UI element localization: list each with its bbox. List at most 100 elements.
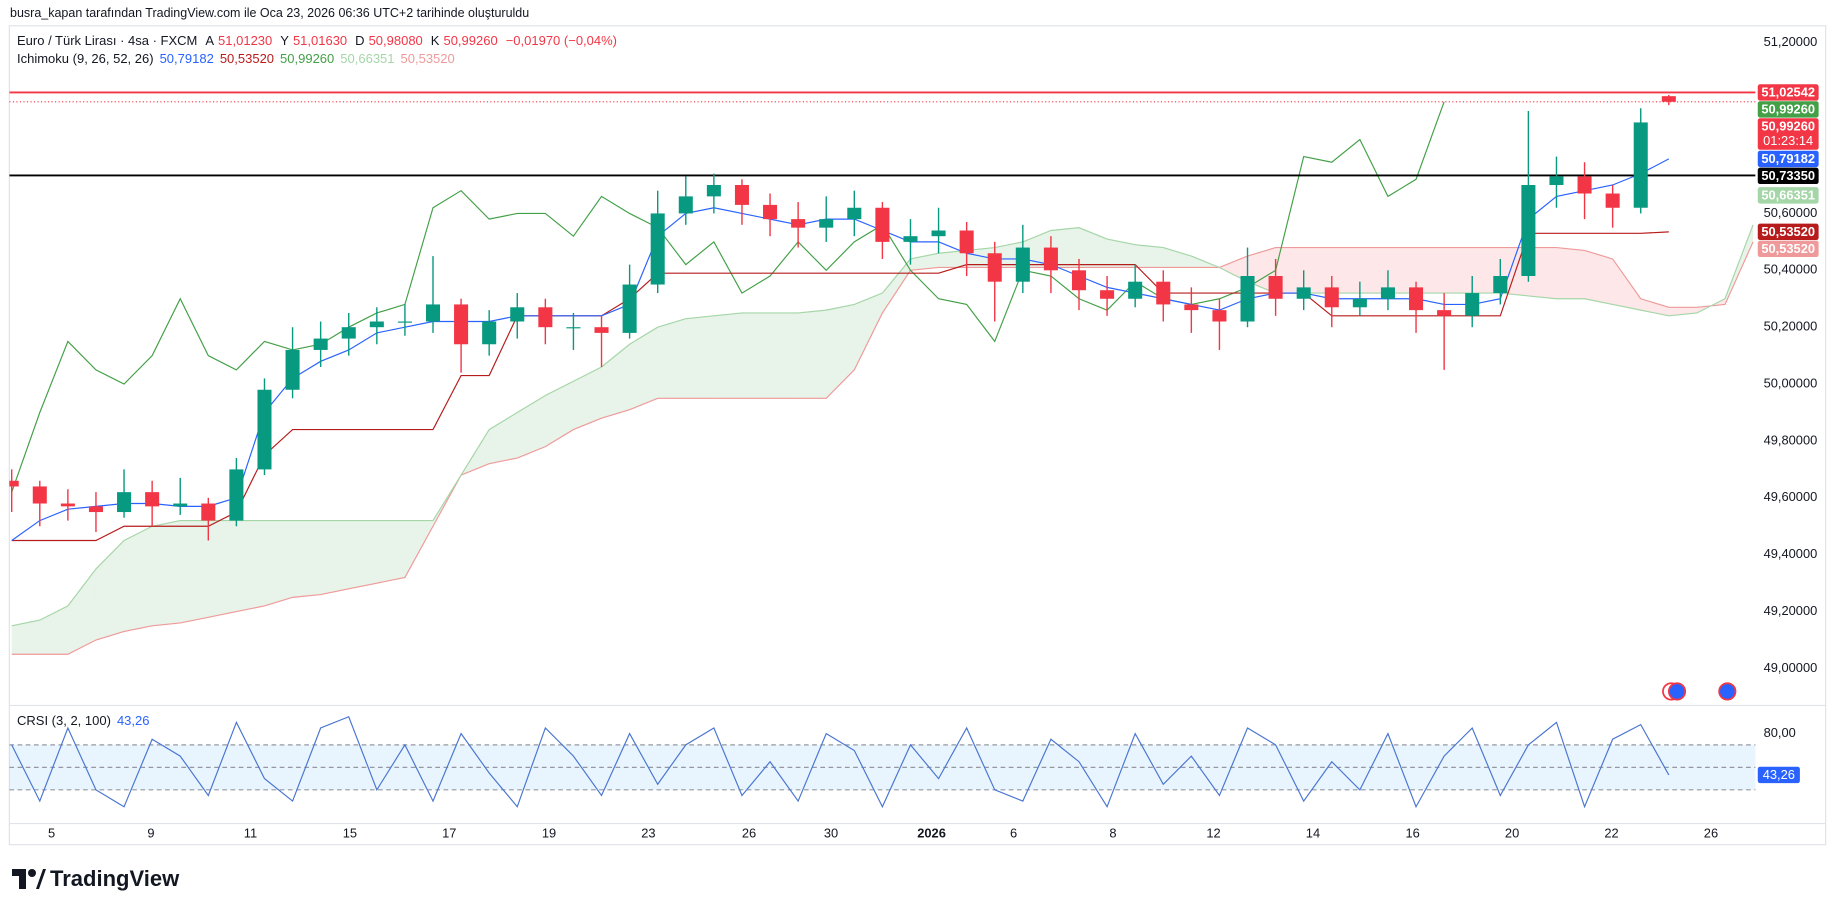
caption-text: busra_kapan tarafından TradingView.com i…	[10, 6, 530, 20]
x-tick-label: 17	[442, 826, 456, 841]
indicator-value: 50,99260	[280, 51, 335, 66]
snapshot-caption: busra_kapan tarafından TradingView.com i…	[10, 6, 529, 20]
ohlc-value: 51,01230	[218, 33, 273, 48]
symbol-legend: Euro / Türk Lirası · 4sa · FXCM A 51,01230…	[17, 33, 617, 48]
crsi-value: 43,26	[116, 713, 150, 728]
cloud-segment	[1612, 258, 1641, 311]
candle-body	[369, 321, 384, 328]
x-tick-label: 26	[742, 826, 756, 841]
cloud-segment	[601, 344, 630, 419]
price-badge-label: 50,79182	[1761, 151, 1815, 166]
candle-body	[173, 503, 188, 507]
event-icon[interactable]	[1667, 682, 1687, 701]
cloud-segment	[1556, 247, 1585, 299]
ichimoku-line	[11, 231, 1669, 542]
cloud-segment	[95, 540, 125, 641]
cloud-segment	[1331, 247, 1360, 294]
cloud-segment	[910, 253, 939, 271]
ohlc-key: D	[355, 33, 365, 48]
candle-body	[847, 207, 862, 220]
cloud-segment	[376, 520, 405, 584]
cloud-segment	[938, 250, 967, 268]
crsi-tick-label: 80,00	[1764, 725, 1796, 740]
cloud-segment	[292, 520, 321, 598]
candle-body	[1380, 287, 1395, 299]
candle-body	[1268, 276, 1283, 299]
cloud-segment	[1444, 247, 1473, 294]
cloud-segment	[1303, 247, 1332, 294]
x-tick-label: 9	[147, 826, 154, 841]
candle-body	[566, 327, 581, 329]
cloud-segment	[39, 605, 68, 655]
candle-body	[1156, 281, 1171, 305]
cloud-segment	[629, 327, 658, 410]
cloud-segment	[798, 310, 827, 399]
price-badge	[1757, 118, 1819, 150]
cloud-segment	[1050, 227, 1079, 268]
x-tick-label: 5	[48, 826, 55, 841]
brand-logo[interactable]: TradingView	[12, 866, 179, 892]
candle-body	[257, 389, 272, 470]
candle-body	[1043, 247, 1058, 271]
candle-body	[313, 338, 328, 350]
price-badge-label: 50,53520	[1761, 241, 1815, 256]
cloud-segment	[770, 312, 799, 399]
candle-body	[229, 469, 244, 521]
x-tick-label: 30	[824, 826, 838, 841]
candle-body	[1521, 184, 1536, 277]
price-badge	[1757, 150, 1819, 168]
cloud-segment	[489, 412, 518, 464]
price-badge-label: 50,53520	[1761, 224, 1815, 239]
cloud-segment	[1359, 247, 1388, 294]
y-tick-label: 49,00000	[1764, 660, 1818, 675]
price-badge-label: 50,66351	[1761, 187, 1815, 202]
cloud-segment	[404, 520, 434, 578]
candle-body	[1128, 281, 1143, 299]
indicator-value: 50,79182	[159, 51, 214, 66]
x-tick-label: 19	[542, 826, 556, 841]
y-tick-label: 50,40000	[1764, 262, 1818, 277]
cloud-segment	[1078, 227, 1108, 268]
cloud-segment	[152, 520, 181, 626]
candle-body	[1605, 193, 1620, 208]
candle-body	[622, 284, 637, 333]
event-icon[interactable]	[1718, 682, 1737, 701]
candle-body	[117, 492, 132, 513]
symbol-name: Euro / Türk Lirası · 4sa · FXCM	[17, 33, 198, 48]
ichimoku-line	[11, 101, 1445, 493]
cloud-segment	[517, 395, 546, 459]
cloud-segment	[741, 312, 771, 399]
cloud-segment	[348, 520, 377, 589]
y-tick-label: 49,60000	[1764, 489, 1818, 504]
cloud-segment	[1387, 247, 1417, 294]
candle-body	[9, 480, 19, 487]
candle-body	[538, 307, 553, 328]
cloud-segment	[657, 318, 686, 399]
x-tick-label: 20	[1505, 826, 1519, 841]
cloud-segment	[208, 520, 237, 618]
candle-body	[959, 230, 974, 254]
candle-body	[931, 230, 946, 237]
candle-body	[1577, 176, 1592, 194]
price-badge-label: 50,99260	[1761, 118, 1815, 133]
ichimoku-line	[11, 224, 1754, 627]
crsi-name: CRSI (3, 2, 100)	[17, 713, 111, 728]
logo-text: TradingView	[50, 866, 180, 891]
cloud-segment	[1135, 244, 1164, 268]
chart-icons[interactable]	[1662, 682, 1737, 701]
indicator-name: Ichimoku (9, 26, 52, 26)	[17, 51, 154, 66]
indicator-legend: Ichimoku (9, 26, 52, 26) 50,79182 50,53520…	[17, 51, 455, 66]
candle-body	[425, 304, 441, 322]
ohlc-value: 51,01630	[292, 33, 348, 48]
candle-body	[1212, 310, 1227, 322]
chart-frame	[8, 25, 1827, 846]
price-badge	[1757, 240, 1819, 258]
candle-body	[341, 327, 356, 339]
candle-body	[285, 349, 300, 390]
cloud-segment	[1416, 247, 1445, 294]
candle-body	[987, 253, 1002, 282]
cloud-segment	[1191, 256, 1220, 268]
crsi-legend: CRSI (3, 2, 100) 43,26	[17, 713, 149, 728]
cloud-segment	[685, 315, 714, 399]
price-badge	[1757, 84, 1819, 101]
